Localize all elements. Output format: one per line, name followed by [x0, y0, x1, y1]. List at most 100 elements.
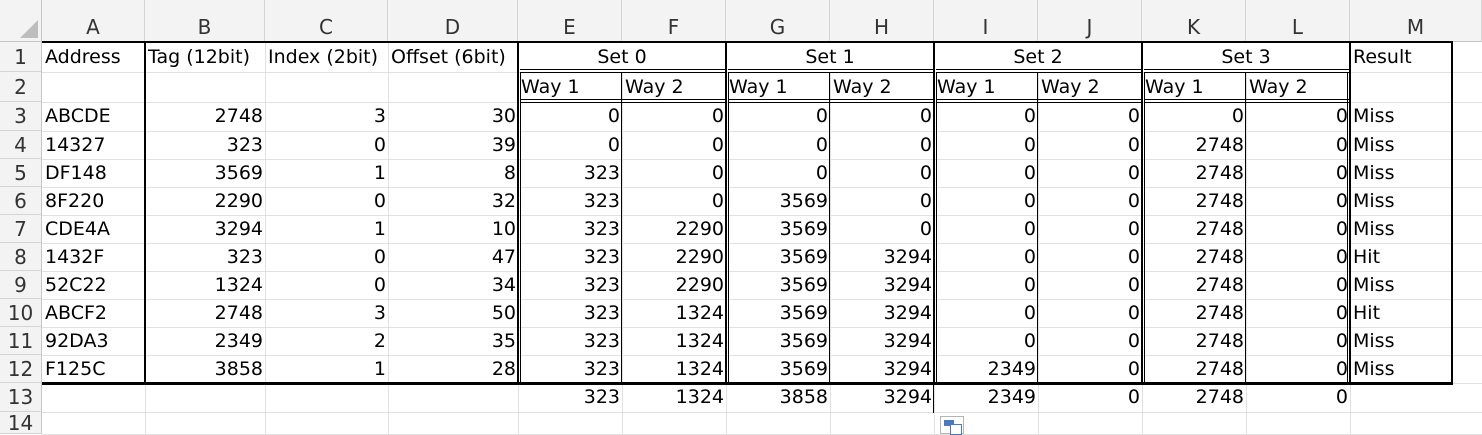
cell-way-value[interactable]: 3569: [779, 301, 828, 324]
cell-tag[interactable]: 2290: [214, 189, 263, 212]
column-header-A[interactable]: A: [42, 0, 145, 42]
cell-tag[interactable]: 3569: [214, 161, 263, 184]
column-header-K[interactable]: K: [1142, 0, 1246, 42]
cell-result[interactable]: Hit: [1353, 301, 1381, 324]
cell-way-value[interactable]: 0: [815, 161, 828, 184]
column-header-G[interactable]: G: [726, 0, 830, 42]
cell-way-value[interactable]: 2290: [675, 273, 724, 296]
cell-result[interactable]: Miss: [1353, 133, 1395, 156]
cell-way-value[interactable]: 2748: [1195, 245, 1244, 268]
cell-final-way-value[interactable]: 3858: [779, 386, 828, 408]
cell-address[interactable]: 52C22: [45, 273, 107, 296]
cell-result[interactable]: Miss: [1353, 161, 1395, 184]
row-header-14[interactable]: 14: [0, 411, 42, 435]
row-header-8[interactable]: 8: [0, 243, 42, 271]
paste-options-icon[interactable]: [940, 416, 964, 435]
row-header-11[interactable]: 11: [0, 327, 42, 355]
cell-result[interactable]: Miss: [1353, 189, 1395, 212]
cell-set-3-way-2[interactable]: Way 2: [1249, 75, 1308, 98]
cell-tag[interactable]: 3858: [214, 357, 263, 380]
cell-way-value[interactable]: 3569: [779, 329, 828, 352]
cell-way-value[interactable]: 2748: [1195, 161, 1244, 184]
cell-way-value[interactable]: 0: [1023, 273, 1036, 296]
cell-way-value[interactable]: 1324: [675, 301, 724, 324]
cell-tag[interactable]: 3294: [214, 217, 263, 240]
row-header-9[interactable]: 9: [0, 271, 42, 299]
cell-address[interactable]: DF148: [45, 161, 107, 184]
cell-offset[interactable]: 10: [491, 217, 516, 240]
cell-final-way-value[interactable]: 1324: [675, 386, 724, 408]
cell-way-value[interactable]: 0: [1127, 105, 1140, 127]
cell-index[interactable]: 3: [373, 105, 386, 127]
cell-final-way-value[interactable]: 2748: [1195, 386, 1244, 408]
cell-way-value[interactable]: 2748: [1195, 133, 1244, 156]
cell-result[interactable]: Miss: [1353, 217, 1395, 240]
column-header-H[interactable]: H: [830, 0, 934, 42]
cell-way-value[interactable]: 323: [583, 357, 620, 380]
cell-way-value[interactable]: 3294: [883, 329, 932, 352]
column-header-J[interactable]: J: [1038, 0, 1142, 42]
cell-address[interactable]: 14327: [45, 133, 106, 156]
row-header-3[interactable]: 3: [0, 102, 42, 131]
cell-set-1-way-1[interactable]: Way 1: [729, 75, 788, 98]
row-header-6[interactable]: 6: [0, 187, 42, 215]
cell-set-0-way-1[interactable]: Way 1: [521, 75, 580, 98]
cell-way-value[interactable]: 1324: [675, 329, 724, 352]
cell-way-value[interactable]: 0: [1127, 301, 1140, 324]
row-header-1[interactable]: 1: [0, 42, 42, 72]
cell-way-value[interactable]: 0: [1335, 245, 1348, 268]
cell-A1-address-header[interactable]: Address: [45, 45, 121, 68]
cell-way-value[interactable]: 3569: [779, 357, 828, 380]
cell-offset[interactable]: 50: [491, 301, 516, 324]
cell-way-value[interactable]: 0: [1231, 105, 1244, 127]
cell-result[interactable]: Miss: [1353, 273, 1395, 296]
cell-way-value[interactable]: 3294: [883, 357, 932, 380]
cell-way-value[interactable]: 3294: [883, 245, 932, 268]
cell-offset[interactable]: 39: [491, 133, 516, 156]
cell-way-value[interactable]: 0: [815, 105, 828, 127]
row-header-7[interactable]: 7: [0, 215, 42, 243]
cell-offset[interactable]: 47: [491, 245, 516, 268]
column-header-B[interactable]: B: [145, 0, 265, 42]
cell-way-value[interactable]: 0: [1335, 105, 1348, 127]
cell-way-value[interactable]: 323: [583, 301, 620, 324]
cell-index[interactable]: 0: [373, 133, 386, 156]
cell-set-0-header[interactable]: Set 0: [518, 42, 726, 72]
column-header-E[interactable]: E: [518, 0, 622, 42]
cell-tag[interactable]: 2349: [214, 329, 263, 352]
cell-D1-offset-header[interactable]: Offset (6bit): [391, 45, 506, 68]
cell-way-value[interactable]: 0: [711, 133, 724, 156]
cell-way-value[interactable]: 0: [1023, 329, 1036, 352]
cell-way-value[interactable]: 0: [919, 189, 932, 212]
cell-way-value[interactable]: 0: [1023, 217, 1036, 240]
cell-way-value[interactable]: 0: [711, 105, 724, 127]
cell-final-way-value[interactable]: 0: [1335, 386, 1348, 408]
cell-address[interactable]: 8F220: [45, 189, 105, 212]
cell-way-value[interactable]: 0: [607, 133, 620, 156]
cell-way-value[interactable]: 2349: [987, 357, 1036, 380]
cell-tag[interactable]: 323: [226, 133, 263, 156]
column-header-M[interactable]: M: [1350, 0, 1482, 42]
cell-way-value[interactable]: 2748: [1195, 301, 1244, 324]
cell-way-value[interactable]: 2748: [1195, 189, 1244, 212]
cell-way-value[interactable]: 2290: [675, 245, 724, 268]
cell-way-value[interactable]: 0: [1023, 105, 1036, 127]
cell-index[interactable]: 2: [373, 329, 386, 352]
cell-way-value[interactable]: 323: [583, 245, 620, 268]
cell-way-value[interactable]: 1324: [675, 357, 724, 380]
cell-way-value[interactable]: 0: [1127, 357, 1140, 380]
cell-way-value[interactable]: 2748: [1195, 357, 1244, 380]
row-header-10[interactable]: 10: [0, 299, 42, 327]
cell-way-value[interactable]: 3569: [779, 217, 828, 240]
cell-set-2-way-2[interactable]: Way 2: [1041, 75, 1100, 98]
row-header-12[interactable]: 12: [0, 355, 42, 383]
cell-offset[interactable]: 30: [491, 105, 516, 127]
row-header-13[interactable]: 13: [0, 383, 42, 412]
cell-offset[interactable]: 35: [491, 329, 516, 352]
cell-address[interactable]: ABCF2: [45, 301, 107, 324]
cell-address[interactable]: 1432F: [45, 245, 105, 268]
cell-offset[interactable]: 8: [503, 161, 516, 184]
cell-way-value[interactable]: 2748: [1195, 217, 1244, 240]
column-header-F[interactable]: F: [622, 0, 726, 42]
column-header-D[interactable]: D: [388, 0, 518, 42]
